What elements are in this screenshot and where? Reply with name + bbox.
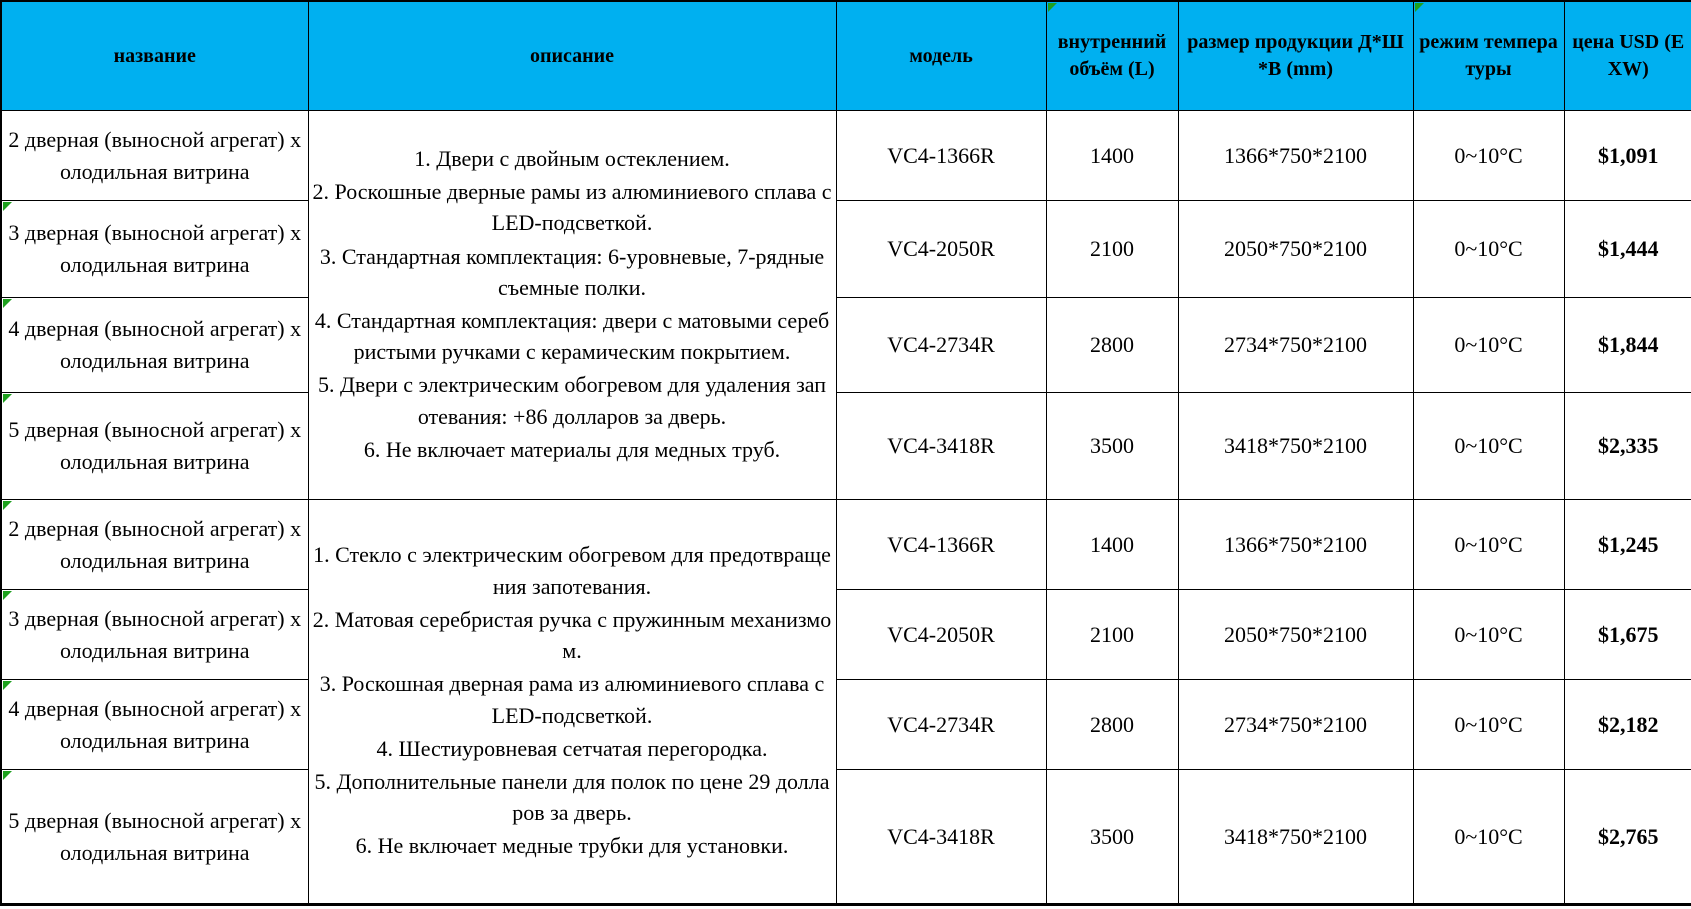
header-cell-temperature: режим температуры <box>1412 0 1565 111</box>
size-cell: 3418*750*2100 <box>1177 392 1414 500</box>
temperature-cell: 0~10°C <box>1412 110 1565 201</box>
temperature-cell: 0~10°C <box>1412 499 1565 590</box>
model-cell: VC4-3418R <box>835 392 1047 500</box>
error-flag-icon <box>3 202 12 211</box>
description-cell: 1. Стекло с электрическим обогревом для … <box>307 499 837 905</box>
temperature-cell: 0~10°C <box>1412 392 1565 500</box>
header-row: название описание модель внутренний объё… <box>0 0 1691 111</box>
volume-cell: 1400 <box>1045 499 1179 590</box>
error-flag-icon <box>3 394 12 403</box>
price-cell: $2,182 <box>1563 679 1691 770</box>
description-cell: 1. Двери с двойным остеклением. 2. Роско… <box>307 110 837 500</box>
description-line: 6. Не включает материалы для медных труб… <box>363 436 781 462</box>
size-cell: 2050*750*2100 <box>1177 589 1414 680</box>
error-flag-icon <box>3 299 12 308</box>
volume-cell: 2800 <box>1045 679 1179 770</box>
name-cell-label: 5 дверная (выносной агрегат) холодильная… <box>8 417 302 474</box>
volume-cell: 3500 <box>1045 769 1179 905</box>
table-row: 4 дверная (выносной агрегат) холодильная… <box>0 679 1691 770</box>
header-cell-volume-label: внутренний объём (L) <box>1057 31 1167 80</box>
error-flag-icon <box>3 501 12 510</box>
model-cell: VC4-1366R <box>835 110 1047 201</box>
error-flag-icon <box>1047 3 1057 12</box>
temperature-cell: 0~10°C <box>1412 200 1565 298</box>
size-cell: 2734*750*2100 <box>1177 679 1414 770</box>
error-flag-icon <box>1414 3 1424 12</box>
error-flag-icon <box>3 771 12 780</box>
size-cell: 3418*750*2100 <box>1177 769 1414 905</box>
name-cell: 3 дверная (выносной агрегат) холодильная… <box>0 589 309 680</box>
price-cell: $1,091 <box>1563 110 1691 201</box>
description-line: 2. Роскошные дверные рамы из алюминиевог… <box>312 179 832 236</box>
name-cell: 3 дверная (выносной агрегат) холодильная… <box>0 200 309 298</box>
size-cell: 1366*750*2100 <box>1177 499 1414 590</box>
table-row: 2 дверная (выносной агрегат) холодильная… <box>0 110 1691 500</box>
name-cell: 5 дверная (выносной агрегат) холодильная… <box>0 769 309 905</box>
name-cell: 2 дверная (выносной агрегат) холодильная… <box>0 499 309 590</box>
price-cell: $2,335 <box>1563 392 1691 500</box>
model-cell: VC4-2734R <box>835 679 1047 770</box>
temperature-cell: 0~10°C <box>1412 769 1565 905</box>
price-cell: $1,245 <box>1563 499 1691 590</box>
description-line: 2. Матовая серебристая ручка с пружинным… <box>312 606 832 664</box>
name-cell: 5 дверная (выносной агрегат) холодильная… <box>0 392 309 500</box>
price-cell: $1,675 <box>1563 589 1691 680</box>
header-cell-size: размер продукции Д*Ш*В (mm) <box>1177 0 1414 111</box>
description-line: 6. Не включает медные трубки для установ… <box>355 833 789 859</box>
table-row: 5 дверная (выносной агрегат) холодильная… <box>0 769 1691 905</box>
description-line: 4. Стандартная комплектация: двери с мат… <box>314 308 830 365</box>
header-cell-temperature-label: режим температуры <box>1419 31 1558 80</box>
table-row: 3 дверная (выносной агрегат) холодильная… <box>0 200 1691 298</box>
description-line: 1. Двери с двойным остеклением. <box>414 145 730 171</box>
name-cell-label: 3 дверная (выносной агрегат) холодильная… <box>8 220 302 277</box>
temperature-cell: 0~10°C <box>1412 679 1565 770</box>
temperature-cell: 0~10°C <box>1412 297 1565 393</box>
model-cell: VC4-2050R <box>835 200 1047 298</box>
name-cell: 4 дверная (выносной агрегат) холодильная… <box>0 297 309 393</box>
name-cell: 2 дверная (выносной агрегат) холодильная… <box>0 110 309 201</box>
table-row: 5 дверная (выносной агрегат) холодильная… <box>0 392 1691 500</box>
volume-cell: 2100 <box>1045 200 1179 298</box>
model-cell: VC4-2734R <box>835 297 1047 393</box>
volume-cell: 2100 <box>1045 589 1179 680</box>
model-cell: VC4-2050R <box>835 589 1047 680</box>
temperature-cell: 0~10°C <box>1412 589 1565 680</box>
table-row: 3 дверная (выносной агрегат) холодильная… <box>0 589 1691 680</box>
header-cell-price: цена USD (EXW) <box>1563 0 1691 111</box>
description-line: 5. Двери с электрическим обогревом для у… <box>317 372 827 429</box>
volume-cell: 3500 <box>1045 392 1179 500</box>
header-cell-volume: внутренний объём (L) <box>1045 0 1179 111</box>
model-cell: VC4-3418R <box>835 769 1047 905</box>
price-cell: $2,765 <box>1563 769 1691 905</box>
model-cell: VC4-1366R <box>835 499 1047 590</box>
header-cell-description: описание <box>307 0 837 111</box>
table-row: 4 дверная (выносной агрегат) холодильная… <box>0 297 1691 393</box>
name-cell: 4 дверная (выносной агрегат) холодильная… <box>0 679 309 770</box>
description-line: 3. Стандартная комплектация: 6-уровневые… <box>319 243 825 300</box>
error-flag-icon <box>3 681 12 690</box>
table-row: 2 дверная (выносной агрегат) холодильная… <box>0 499 1691 905</box>
description-line: 3. Роскошная дверная рама из алюминиевог… <box>319 671 825 728</box>
name-cell-label: 2 дверная (выносной агрегат) холодильная… <box>8 515 302 573</box>
description-line: 1. Стекло с электрическим обогревом для … <box>313 542 831 599</box>
header-cell-name: название <box>0 0 309 111</box>
size-cell: 2050*750*2100 <box>1177 200 1414 298</box>
header-cell-model: модель <box>835 0 1047 111</box>
name-cell-label: 5 дверная (выносной агрегат) холодильная… <box>8 807 302 865</box>
name-cell-label: 4 дверная (выносной агрегат) холодильная… <box>8 695 302 753</box>
name-cell-label: 4 дверная (выносной агрегат) холодильная… <box>8 316 302 373</box>
name-cell-label: 3 дверная (выносной агрегат) холодильная… <box>8 605 302 663</box>
size-cell: 2734*750*2100 <box>1177 297 1414 393</box>
volume-cell: 2800 <box>1045 297 1179 393</box>
error-flag-icon <box>3 591 12 600</box>
volume-cell: 1400 <box>1045 110 1179 201</box>
price-cell: $1,444 <box>1563 200 1691 298</box>
description-line: 5. Дополнительные панели для полок по це… <box>314 768 830 826</box>
description-line: 4. Шестиуровневая сетчатая перегородка. <box>376 735 768 761</box>
price-cell: $1,844 <box>1563 297 1691 393</box>
size-cell: 1366*750*2100 <box>1177 110 1414 201</box>
